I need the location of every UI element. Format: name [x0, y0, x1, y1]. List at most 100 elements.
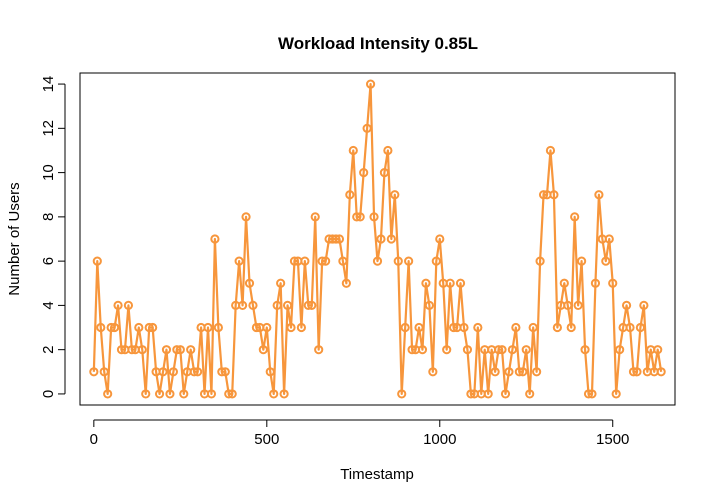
data-point: [421, 278, 431, 288]
data-point: [583, 389, 594, 399]
data-point: [442, 345, 452, 355]
data-point: [248, 300, 258, 310]
data-point: [615, 345, 625, 355]
data-point: [563, 300, 573, 310]
data-point: [300, 256, 310, 266]
data-point: [175, 345, 185, 355]
data-point: [601, 256, 611, 266]
data-point: [352, 212, 362, 222]
data-point: [103, 389, 113, 399]
data-point: [417, 345, 428, 355]
data-point: [279, 389, 289, 399]
data-point: [165, 389, 175, 399]
data-point: [473, 322, 483, 333]
data-point: [507, 345, 518, 355]
data-point: [272, 300, 282, 310]
data-point: [552, 322, 562, 333]
data-point: [518, 367, 528, 377]
data-point: [504, 367, 514, 377]
data-point: [424, 300, 434, 310]
y-tick-label: 4: [40, 301, 57, 309]
data-point: [449, 322, 459, 333]
data-point: [625, 322, 635, 333]
data-point: [154, 389, 165, 399]
data-point: [511, 322, 521, 333]
data-point: [289, 256, 300, 266]
data-point: [220, 367, 230, 377]
data-point: [397, 389, 407, 399]
data-point: [99, 367, 109, 377]
data-point: [621, 300, 632, 310]
data-point: [189, 367, 199, 377]
data-point: [435, 234, 445, 244]
data-point: [237, 300, 248, 310]
data-point: [172, 345, 182, 355]
data-point: [383, 145, 393, 156]
data-point: [286, 322, 296, 333]
data-point: [355, 212, 365, 222]
data-point: [590, 278, 601, 288]
data-point: [158, 367, 168, 377]
data-point: [500, 389, 511, 399]
data-point: [535, 256, 545, 266]
data-point: [106, 322, 116, 333]
data-point: [89, 367, 99, 377]
data-point: [96, 322, 106, 333]
data-point: [407, 345, 417, 355]
data-point: [258, 345, 268, 355]
data-point: [134, 322, 144, 333]
data-point: [224, 389, 234, 399]
data-point: [193, 367, 203, 377]
data-point: [341, 278, 351, 288]
data-point: [532, 367, 542, 377]
data-point: [459, 322, 469, 333]
data-point: [428, 367, 438, 377]
data-point: [141, 389, 151, 399]
data-point: [493, 345, 504, 355]
data-point: [566, 322, 576, 333]
data-point: [161, 345, 172, 355]
x-tick-label: 0: [90, 431, 98, 448]
data-point: [455, 278, 466, 288]
data-point: [234, 256, 244, 266]
data-point: [445, 278, 455, 288]
x-tick-label: 1000: [423, 431, 456, 448]
data-point: [276, 278, 286, 288]
data-point: [269, 389, 279, 399]
series-line: [92, 82, 663, 396]
y-tick-label: 14: [40, 76, 57, 93]
data-point: [365, 79, 376, 89]
data-point: [462, 345, 473, 355]
x-axis-label: Timestamp: [340, 466, 414, 483]
data-point: [307, 300, 317, 310]
data-point: [251, 322, 262, 333]
data-point: [538, 190, 549, 200]
data-point: [372, 256, 383, 266]
data-point: [213, 322, 223, 333]
y-axis-label: Number of Users: [6, 182, 23, 295]
data-point: [137, 345, 147, 355]
data-point: [144, 322, 154, 333]
data-point: [203, 322, 213, 333]
x-axis: 0 500 1000 1500: [90, 419, 629, 448]
data-point: [186, 345, 196, 355]
data-point: [92, 256, 102, 266]
data-point: [310, 212, 320, 222]
data-point: [632, 367, 642, 377]
data-point: [528, 322, 538, 333]
data-point: [244, 278, 255, 288]
data-point: [573, 300, 583, 310]
data-point: [639, 300, 649, 310]
data-point: [168, 367, 178, 377]
data-point: [628, 367, 639, 377]
data-point: [404, 256, 414, 266]
data-point: [148, 322, 158, 333]
data-point: [497, 345, 507, 355]
data-point: [521, 345, 531, 355]
data-point: [345, 190, 355, 200]
data-point: [210, 234, 220, 244]
data-point: [296, 322, 306, 333]
data-point: [390, 190, 400, 200]
data-point: [514, 367, 524, 377]
